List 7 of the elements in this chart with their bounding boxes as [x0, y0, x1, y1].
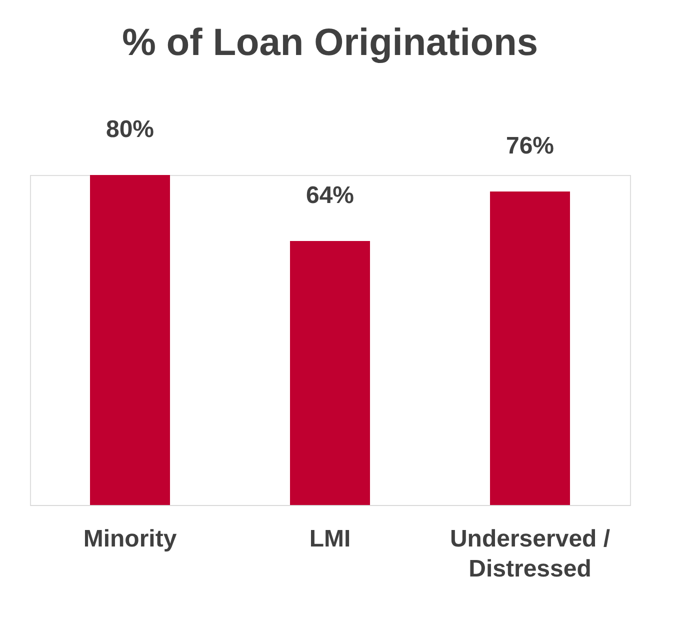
data-label: 64% — [306, 182, 354, 209]
data-label: 76% — [506, 132, 554, 160]
x-tick-label: Minority — [83, 526, 178, 552]
chart-title: % of Loan Originations — [122, 22, 538, 64]
x-tick-label: LMI — [309, 526, 351, 552]
x-tick-label: Underserved / Distressed — [450, 526, 610, 582]
data-label: 80% — [106, 116, 154, 143]
